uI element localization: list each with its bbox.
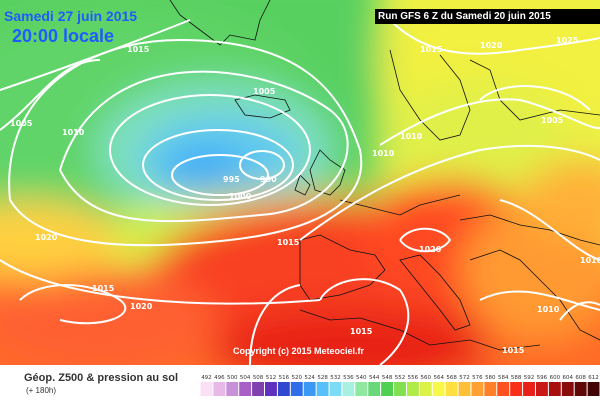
map-subtitle: (+ 180h) [26,386,57,395]
weather-map: 1015 1015 1020 1025 1005 1010 1005 1010 … [0,0,600,365]
map-title: Géop. Z500 & pression au sol [24,372,179,384]
legend-swatch [523,382,535,396]
isobar-label: 1015 [92,284,115,293]
legend-value: 492 [201,375,212,381]
legend-swatch [368,382,381,396]
legend-swatch [419,382,432,396]
legend-value: 564 [433,375,444,381]
isobar-label: 1010 [580,256,600,265]
isobar-label: 1025 [556,36,579,45]
legend-value: 596 [537,375,548,381]
legend-value: 604 [562,375,573,381]
legend-swatch [574,382,587,396]
legend-swatch [497,382,510,396]
legend-value: 504 [240,375,251,381]
legend-swatch [226,382,239,396]
legend-value: 528 [317,375,328,381]
legend-value: 496 [214,375,225,381]
legend-value: 544 [369,375,380,381]
legend-swatch [510,382,523,396]
legend-swatch [342,382,355,396]
isobar-label: 990 [260,175,277,184]
isobar-label: 1010 [62,128,85,137]
legend-swatch [445,382,458,396]
isobar-label: 1020 [480,41,503,50]
forecast-time: 20:00 locale [12,26,115,46]
legend-value: 592 [524,375,535,381]
legend-value: 588 [511,375,522,381]
legend-value: 576 [472,375,483,381]
legend-swatch [432,382,445,396]
coastlines [169,0,600,351]
color-legend: 492 496 500 504 508 512 516 520 524 528 532 536 540 5… [200,375,600,396]
legend-value: 516 [279,375,290,381]
isobar-label: 1005 [10,119,33,128]
legend-value: 608 [575,375,586,381]
legend-value: 524 [304,375,315,381]
legend-swatch [561,382,574,396]
isobar-label: 1005 [253,87,276,96]
legend-swatch [277,382,290,396]
isobar-label: 1010 [400,132,423,141]
isobar-label: 1020 [130,302,153,311]
legend-swatch [471,382,484,396]
isobar-label: 1010 [372,149,395,158]
legend-value: 508 [253,375,264,381]
legend-swatch [290,382,303,396]
legend-swatch [394,382,406,396]
legend-swatch [252,382,265,396]
isobar-label: 1020 [419,245,442,254]
legend-value: 548 [382,375,393,381]
legend-swatch [213,382,226,396]
isobar-label: 1015 [420,45,443,54]
isobar-label: 1005 [541,116,564,125]
legend-value: 600 [550,375,561,381]
legend-swatch [381,382,394,396]
legend-value: 572 [459,375,470,381]
legend-value: 540 [356,375,367,381]
isobar-label: 1015 [350,327,373,336]
legend-value: 560 [421,375,432,381]
legend-swatch [535,382,548,396]
isobar-label: 1015 [277,238,300,247]
legend-swatch [265,382,277,396]
legend-swatch [484,382,497,396]
legend-swatch [406,382,419,396]
isobar-label: 1015 [502,346,525,355]
legend-value: 584 [498,375,509,381]
legend-swatch [303,382,316,396]
legend-swatch [548,382,561,396]
isobar-label: 1000 [229,192,252,201]
legend-swatch [239,382,252,396]
isobars [0,19,600,365]
legend-swatch [587,382,600,396]
legend-value: 580 [485,375,496,381]
forecast-date: Samedi 27 juin 2015 [4,8,138,24]
legend-value: 536 [343,375,354,381]
copyright-notice: Copyright (c) 2015 Meteociel.fr [233,346,365,356]
isobar-labels: 1015 1015 1020 1025 1005 1010 1005 1010 … [10,36,600,355]
legend-value: 500 [227,375,238,381]
isobar-label: 1015 [127,45,150,54]
legend-value: 612 [588,375,599,381]
legend-value: 568 [446,375,457,381]
legend-value: 556 [408,375,419,381]
legend-swatch [316,382,329,396]
legend-value: 532 [330,375,341,381]
legend-value: 512 [266,375,277,381]
geopotential-field [0,0,600,365]
isobar-label: 995 [223,175,240,184]
model-run-label: Run GFS 6 Z du Samedi 20 juin 2015 [375,9,600,24]
legend-swatch [200,382,213,396]
legend-swatch [458,382,471,396]
legend-swatch [329,382,342,396]
legend-value: 520 [292,375,303,381]
isobar-label: 1010 [537,305,560,314]
isobar-label: 1020 [35,233,58,242]
legend-swatch [355,382,368,396]
legend-value: 552 [395,375,406,381]
